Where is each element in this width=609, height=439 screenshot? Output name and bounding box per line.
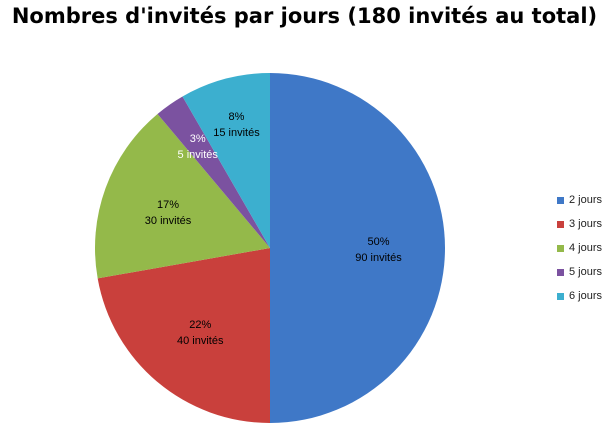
- pie-slice-labels: 50% 90 invités 22% 40 invités 17% 30 invités 3…: [145, 111, 402, 347]
- slice-percent-label: 22%: [189, 319, 211, 331]
- pie-slice-2-jours: [270, 73, 445, 423]
- legend-swatch: [557, 197, 564, 204]
- slice-percent-label: 8%: [229, 111, 245, 123]
- slice-count-label: 5 invités: [178, 149, 219, 161]
- legend-swatch: [557, 245, 564, 252]
- legend-swatch: [557, 221, 564, 228]
- pie-slice-6-jours: [182, 73, 270, 248]
- slice-count-label: 30 invités: [145, 215, 192, 227]
- slice-count-label: 15 invités: [213, 127, 260, 139]
- legend-swatch: [557, 269, 564, 276]
- legend-swatch: [557, 293, 564, 300]
- pie-slices: [94, 73, 445, 423]
- legend-label: 3 jours: [569, 218, 603, 230]
- slice-count-label: 90 invités: [355, 252, 402, 264]
- slice-percent-label: 3%: [190, 133, 206, 145]
- slice-percent-label: 50%: [367, 236, 389, 248]
- slice-count-label: 40 invités: [177, 335, 224, 347]
- legend-label: 4 jours: [569, 242, 603, 254]
- pie-slice-5-jours: [157, 96, 270, 248]
- chart-title: Nombres d'invités par jours (180 invités…: [11, 4, 598, 28]
- slice-percent-label: 17%: [157, 199, 179, 211]
- legend-label: 5 jours: [569, 266, 603, 278]
- legend-label: 6 jours: [569, 290, 603, 302]
- legend-label: 2 jours: [569, 194, 603, 206]
- pie-slice-4-jours: [94, 113, 270, 279]
- pie-slice-3-jours: [97, 248, 270, 423]
